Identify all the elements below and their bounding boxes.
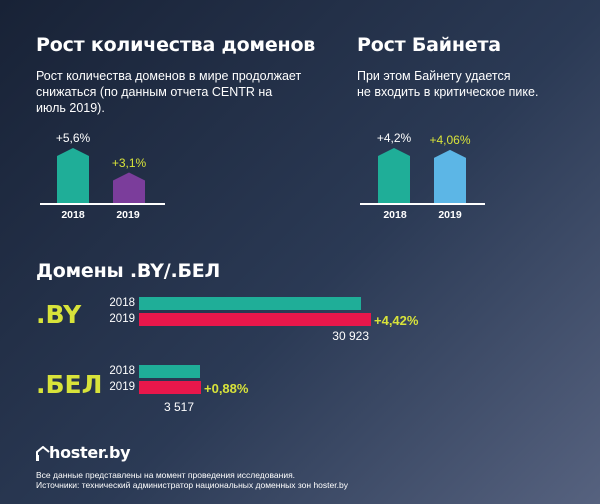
brand-logo: hoster.by	[36, 440, 131, 462]
value-label-2018: +5,6%	[55, 131, 91, 145]
world-growth-chart: +5,6% +3,1% 2018 2019	[40, 125, 170, 225]
footnote-line: Источники: технический администратор нац…	[36, 480, 348, 490]
description-line: Рост количества доменов в мире продолжае…	[36, 69, 302, 83]
chart-axis	[360, 203, 485, 205]
bynet-growth-chart: +4,2% +4,06% 2018 2019	[360, 125, 490, 225]
by-growth-label: +4,42%	[374, 313, 419, 328]
by-domain-code: .BY	[36, 300, 82, 329]
year-label-2019: 2019	[109, 313, 135, 325]
value-label-2019: +4,06%	[429, 132, 471, 147]
brand-name: hoster.by	[49, 443, 131, 462]
footnote-line: Все данные представлены на момент провед…	[36, 470, 296, 480]
by-total-count: 30 923	[332, 329, 369, 343]
category-2019: 2019	[116, 209, 140, 221]
year-label-2018: 2018	[109, 297, 135, 309]
description-line: июль 2019).	[36, 101, 105, 115]
category-2018: 2018	[61, 209, 85, 221]
bynet-growth-bars	[378, 148, 466, 203]
world-growth-bars	[57, 148, 145, 203]
by-bar-2019	[139, 313, 371, 326]
value-label-2018: +4,2%	[376, 131, 412, 145]
domain-growth-description: Рост количества доменов в мире продолжае…	[36, 68, 356, 116]
house-icon	[36, 446, 50, 461]
bar-2018	[378, 148, 410, 203]
bel-bar-2018	[139, 365, 201, 378]
bar-2019	[434, 149, 466, 203]
bar-2019	[113, 172, 145, 203]
section-title-domain-growth: Рост количества доменов	[36, 34, 316, 56]
year-label-2018: 2018	[109, 365, 135, 377]
bynet-growth-description: При этом Байнету удается не входить в кр…	[357, 68, 592, 100]
description-line: При этом Байнету удается	[357, 69, 511, 83]
domains-title: Домены .BY/.БЕЛ	[36, 260, 221, 282]
footnote: Все данные представлены на момент провед…	[36, 470, 596, 490]
description-line: снижаться (по данным отчета CENTR на	[36, 85, 273, 99]
year-label-2019: 2019	[109, 381, 135, 393]
description-line: не входить в критическое пике.	[357, 85, 539, 99]
category-2018: 2018	[383, 209, 407, 221]
bel-total-count: 3 517	[164, 400, 195, 414]
by-bar-2018	[139, 297, 362, 310]
bar-2018	[57, 148, 89, 203]
bel-domain-code: .БЕЛ	[36, 370, 103, 399]
bel-growth-label: +0,88%	[204, 381, 249, 396]
bel-bar-2019	[139, 381, 201, 394]
chart-axis	[40, 203, 165, 205]
category-2019: 2019	[438, 209, 462, 221]
value-label-2019: +3,1%	[111, 155, 147, 170]
section-title-bynet-growth: Рост Байнета	[357, 34, 501, 56]
